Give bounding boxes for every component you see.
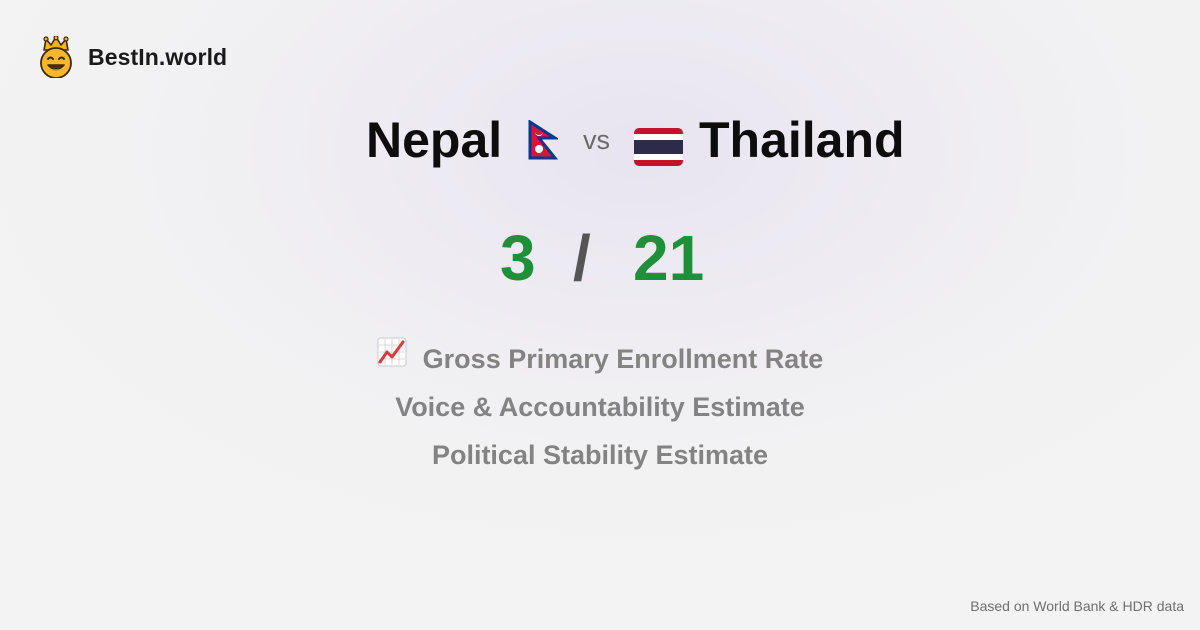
metric-item: Gross Primary Enrollment Rate [0, 337, 1200, 386]
brand-logo[interactable]: BestIn.world [38, 36, 227, 78]
vs-label: vs [583, 125, 610, 155]
chart-increasing-icon [377, 337, 407, 379]
metric-item: Voice & Accountability Estimate [0, 386, 1200, 434]
right-country-name: Thailand [699, 112, 905, 168]
left-country-name: Nepal [366, 112, 503, 168]
nepal-flag-icon [528, 119, 561, 165]
metric-label: Voice & Accountability Estimate [395, 392, 805, 422]
score-display: 3 / 21 [0, 218, 1200, 298]
right-score: 21 [633, 222, 705, 294]
thailand-flag-icon [634, 128, 683, 166]
metric-label: Political Stability Estimate [431, 440, 769, 470]
metrics-list: Gross Primary Enrollment Rate Voice & Ac… [0, 337, 1200, 482]
brand-name: BestIn.world [88, 43, 228, 70]
comparison-title: Nepal vs Thailand [0, 108, 1200, 172]
left-score: 3 [500, 222, 536, 294]
metric-label: Gross Primary Enrollment Rate [422, 344, 824, 374]
data-source-note: Based on World Bank & HDR data [970, 598, 1184, 614]
metric-item: Political Stability Estimate [0, 434, 1200, 482]
crowned-smiley-icon [38, 36, 74, 78]
score-separator: / [573, 222, 591, 294]
